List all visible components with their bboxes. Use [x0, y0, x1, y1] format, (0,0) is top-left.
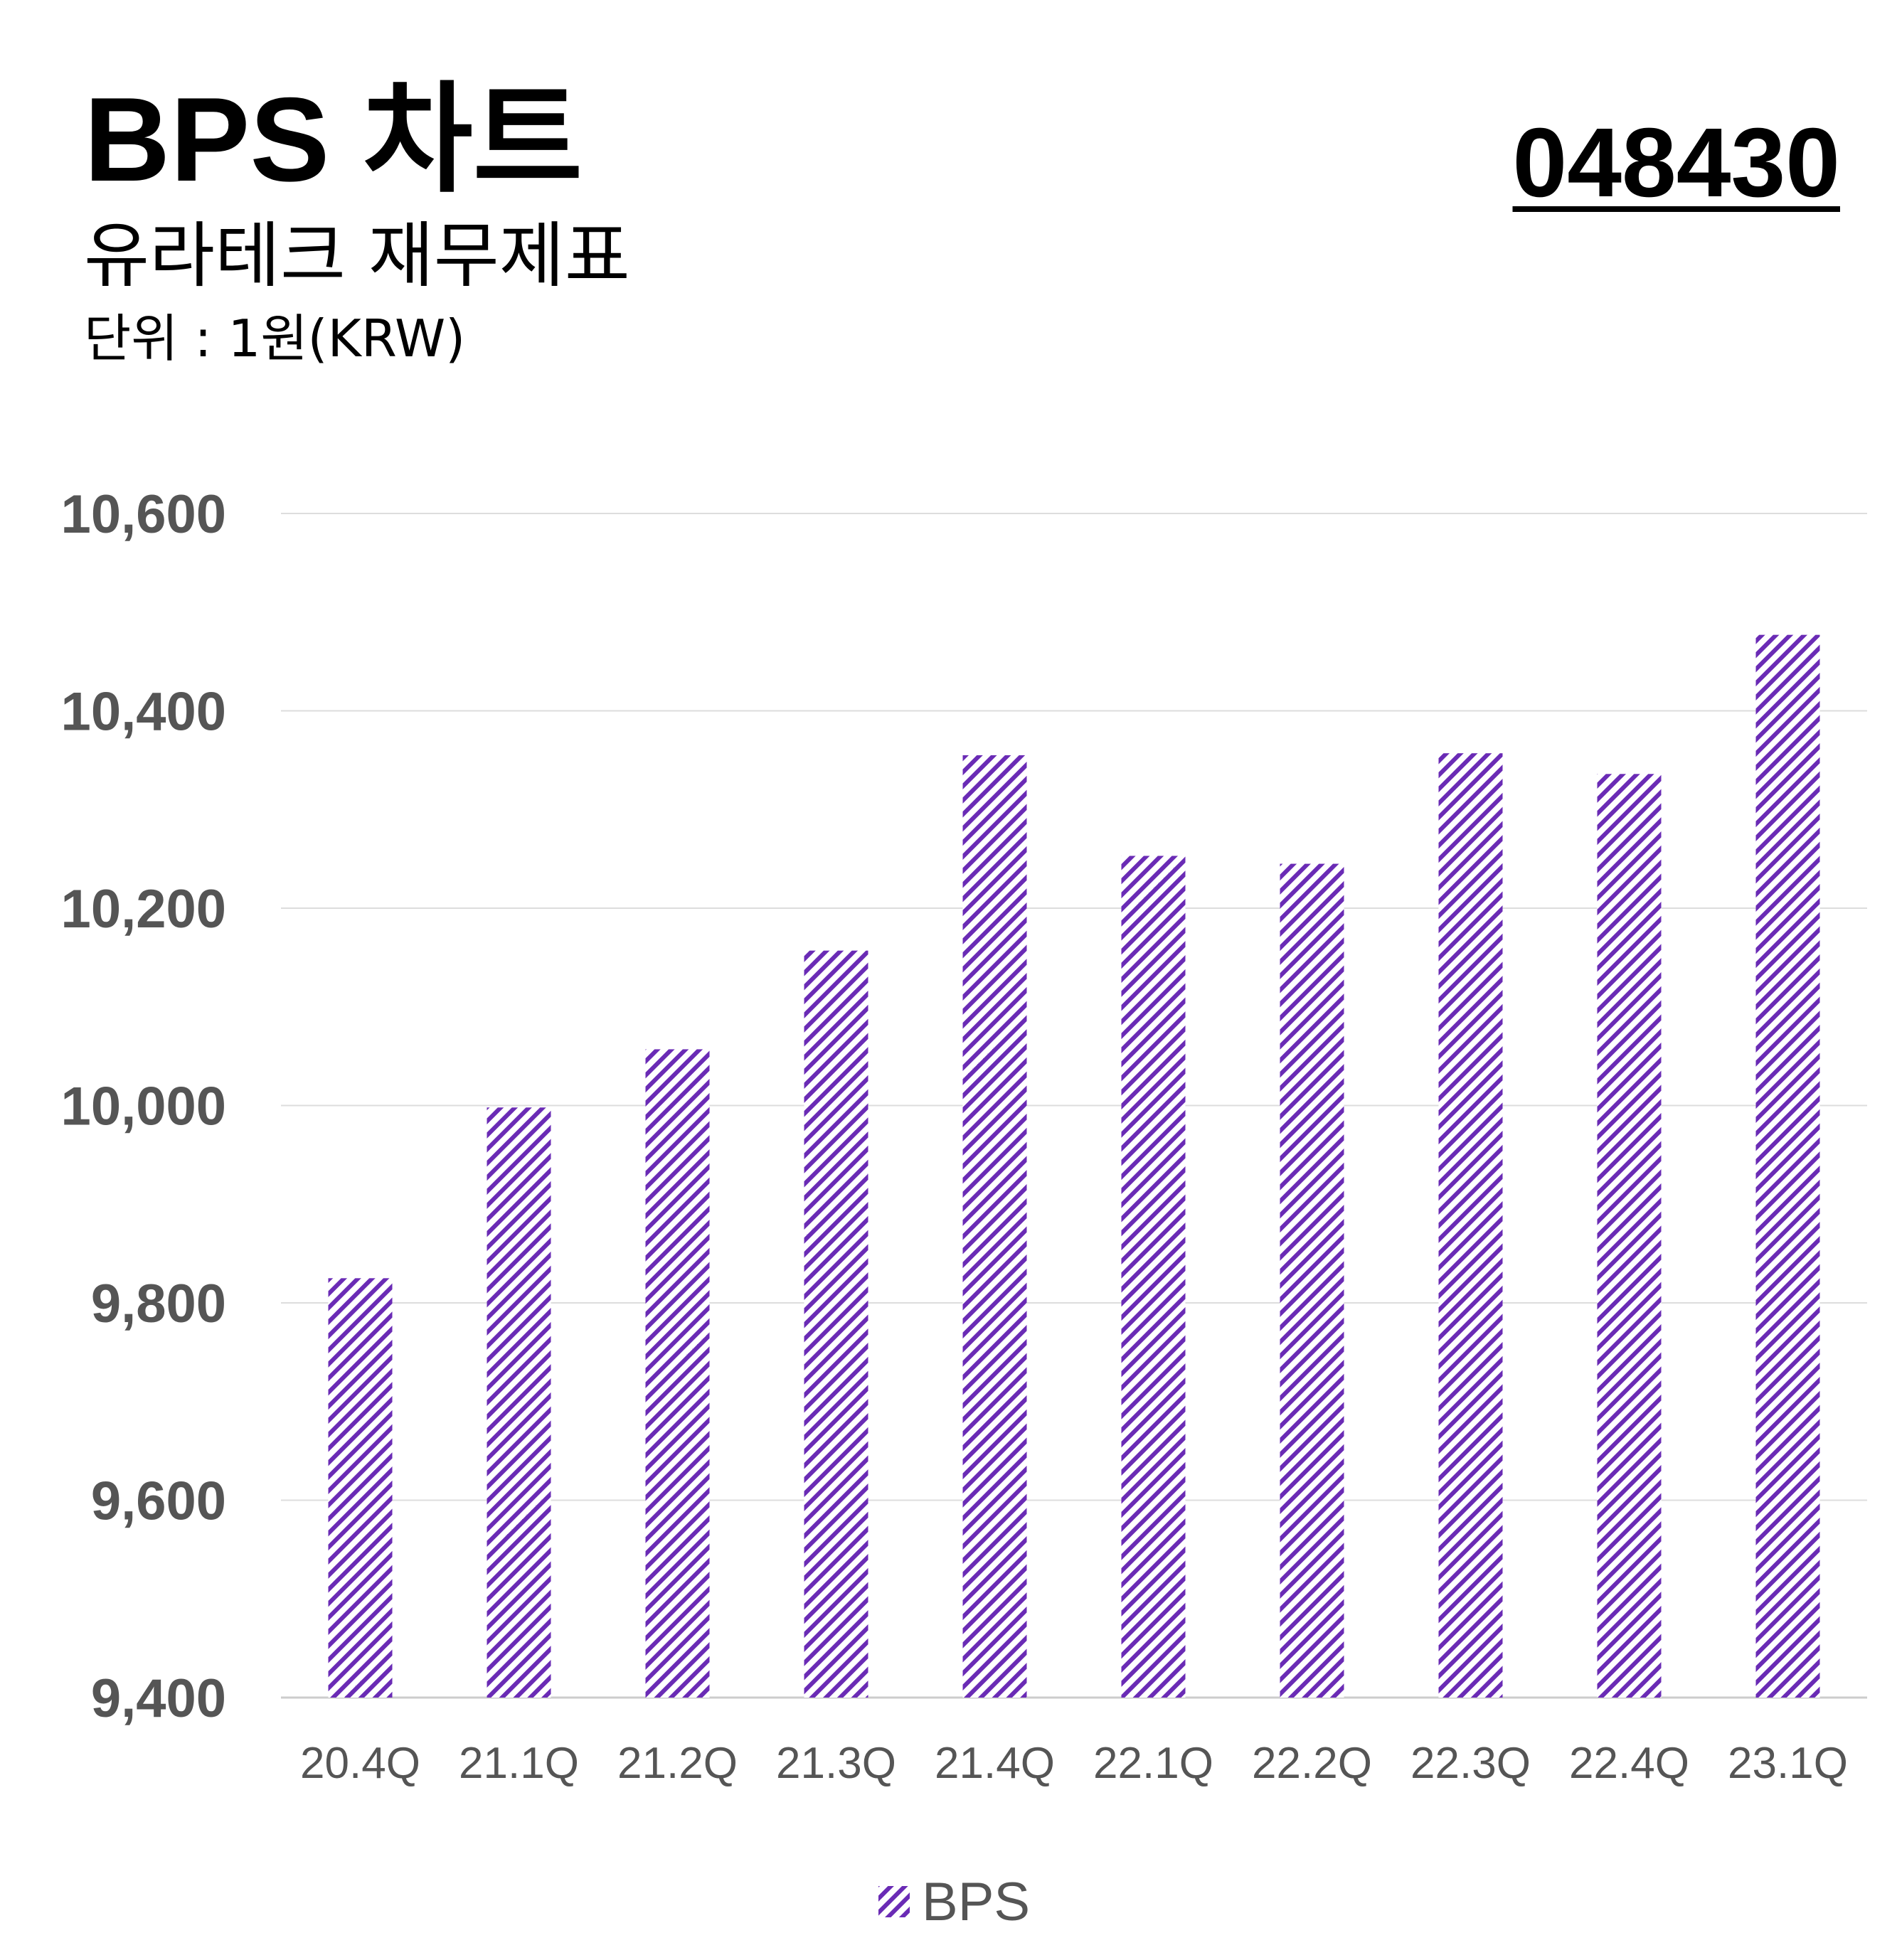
x-tick-label: 21.3Q — [776, 1739, 896, 1788]
bar — [1280, 863, 1344, 1698]
legend-swatch — [878, 1886, 910, 1917]
chart-subtitle: 유라테크 재무제표 — [84, 214, 630, 297]
x-tick-label: 21.4Q — [935, 1739, 1055, 1788]
legend: BPS — [878, 1872, 1030, 1932]
y-tick-label: 10,600 — [61, 484, 226, 545]
bar — [962, 755, 1027, 1698]
bar — [804, 950, 868, 1698]
y-tick-label: 9,600 — [91, 1471, 226, 1532]
y-tick-label: 10,200 — [61, 879, 226, 939]
x-tick-label: 22.1Q — [1093, 1739, 1213, 1788]
stock-code: 048430 — [1512, 108, 1841, 218]
legend-label: BPS — [922, 1872, 1030, 1932]
bar — [1597, 774, 1662, 1698]
x-tick-label: 21.1Q — [459, 1739, 579, 1788]
x-axis-ticks: 20.4Q 21.1Q 21.2Q 21.3Q 21.4Q 22.1Q 22.2Q 22.3Q… — [300, 1739, 1848, 1788]
bar — [1438, 753, 1503, 1698]
bar — [487, 1107, 551, 1698]
x-tick-label: 22.2Q — [1252, 1739, 1372, 1788]
x-tick-label: 22.3Q — [1410, 1739, 1531, 1788]
x-tick-label: 23.1Q — [1728, 1739, 1848, 1788]
bars — [328, 634, 1820, 1698]
x-tick-label: 20.4Q — [300, 1739, 420, 1788]
bar — [1121, 856, 1186, 1698]
unit-label: 단위 : 1원(KRW) — [84, 309, 466, 368]
y-tick-label: 9,800 — [91, 1274, 226, 1334]
y-tick-label: 9,400 — [91, 1668, 226, 1729]
y-axis-ticks: 9,400 9,600 9,800 10,000 10,200 10,400 10,600 — [61, 484, 226, 1729]
y-tick-label: 10,400 — [61, 682, 226, 742]
bar — [1755, 634, 1820, 1698]
x-tick-label: 21.2Q — [617, 1739, 738, 1788]
x-tick-label: 22.4Q — [1569, 1739, 1689, 1788]
bar — [328, 1278, 393, 1698]
bar — [645, 1049, 710, 1698]
chart-title: BPS 차트 — [84, 73, 583, 206]
y-tick-label: 10,000 — [61, 1077, 226, 1137]
